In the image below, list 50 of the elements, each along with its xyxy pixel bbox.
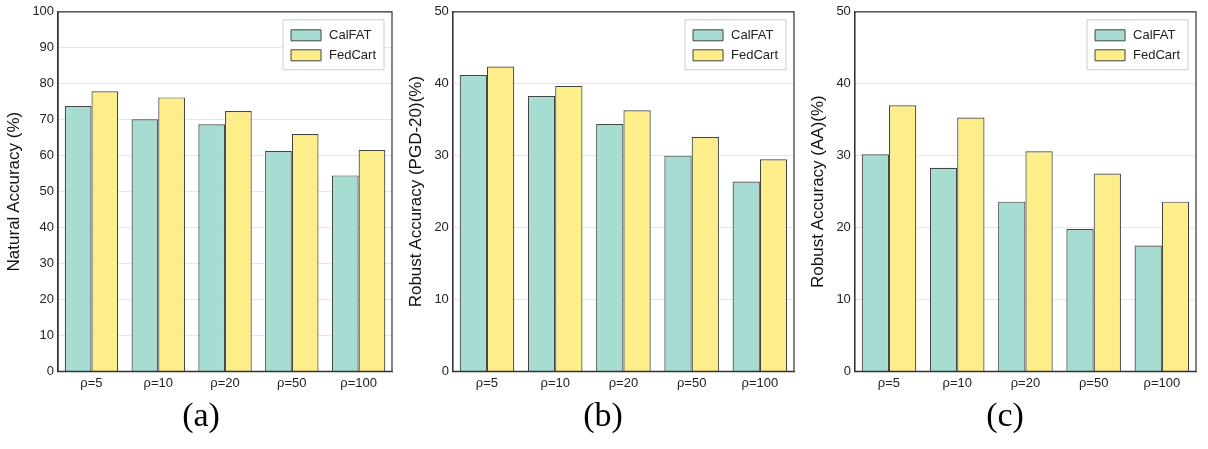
legend-label: CalFAT (329, 27, 372, 43)
y-tick-label: 50 (836, 3, 851, 19)
y-tick-label: 30 (434, 147, 449, 163)
y-tick-label: 20 (39, 291, 55, 307)
y-tick-label: 20 (434, 219, 449, 235)
legend-label: FedCart (1133, 47, 1181, 63)
legend-label: FedCart (731, 47, 779, 63)
text: (a) (182, 395, 220, 435)
x-tick-label: ρ=50 (676, 374, 707, 390)
x-tick-label: ρ=10 (942, 374, 972, 390)
y-tick-label: 30 (39, 255, 55, 271)
y-tick-label: 0 (46, 362, 55, 378)
x-tick-label: ρ=100 (1143, 374, 1181, 390)
y-tick-label: 90 (39, 39, 55, 55)
y-tick-label: 50 (434, 3, 449, 19)
y-tick-label: 0 (843, 362, 851, 378)
x-tick-label: ρ=100 (741, 374, 779, 390)
y-tick-label: 10 (39, 327, 55, 343)
text: (b) (583, 395, 623, 435)
y-tick-label: 60 (39, 147, 55, 163)
x-tick-label: ρ=5 (877, 374, 901, 390)
x-tick-label: ρ=10 (143, 374, 173, 390)
x-tick-label: ρ=50 (277, 374, 307, 390)
x-tick-label: ρ=10 (540, 374, 570, 390)
y-tick-label: 100 (32, 3, 55, 19)
y-tick-label: 50 (39, 183, 55, 199)
y-axis-title: Robust Accuracy (AA)(%) (807, 95, 827, 288)
x-tick-label: ρ=5 (80, 374, 103, 390)
x-tick-label: ρ=20 (608, 374, 639, 390)
legend-label: FedCart (329, 47, 377, 63)
legend-label: CalFAT (731, 27, 774, 43)
x-tick-label: ρ=100 (340, 374, 377, 390)
x-tick-label: ρ=5 (475, 374, 499, 390)
y-tick-label: 70 (39, 111, 55, 127)
y-tick-label: 10 (434, 291, 449, 307)
y-tick-label: 80 (39, 75, 55, 91)
text: (c) (986, 395, 1024, 435)
x-tick-label: ρ=50 (1078, 374, 1109, 390)
y-tick-label: 40 (39, 219, 55, 235)
x-tick-label: ρ=20 (210, 374, 240, 390)
y-tick-label: 40 (836, 75, 851, 91)
y-axis-title: Robust Accuracy (PGD-20)(%) (405, 75, 425, 308)
y-axis-title: Natural Accuracy (%) (3, 111, 23, 272)
y-tick-label: 30 (836, 147, 851, 163)
y-tick-label: 40 (434, 75, 449, 91)
legend-label: CalFAT (1133, 27, 1176, 43)
y-tick-label: 10 (836, 291, 851, 307)
y-tick-label: 20 (836, 219, 851, 235)
x-tick-label: ρ=20 (1010, 374, 1041, 390)
y-tick-label: 0 (441, 362, 449, 378)
